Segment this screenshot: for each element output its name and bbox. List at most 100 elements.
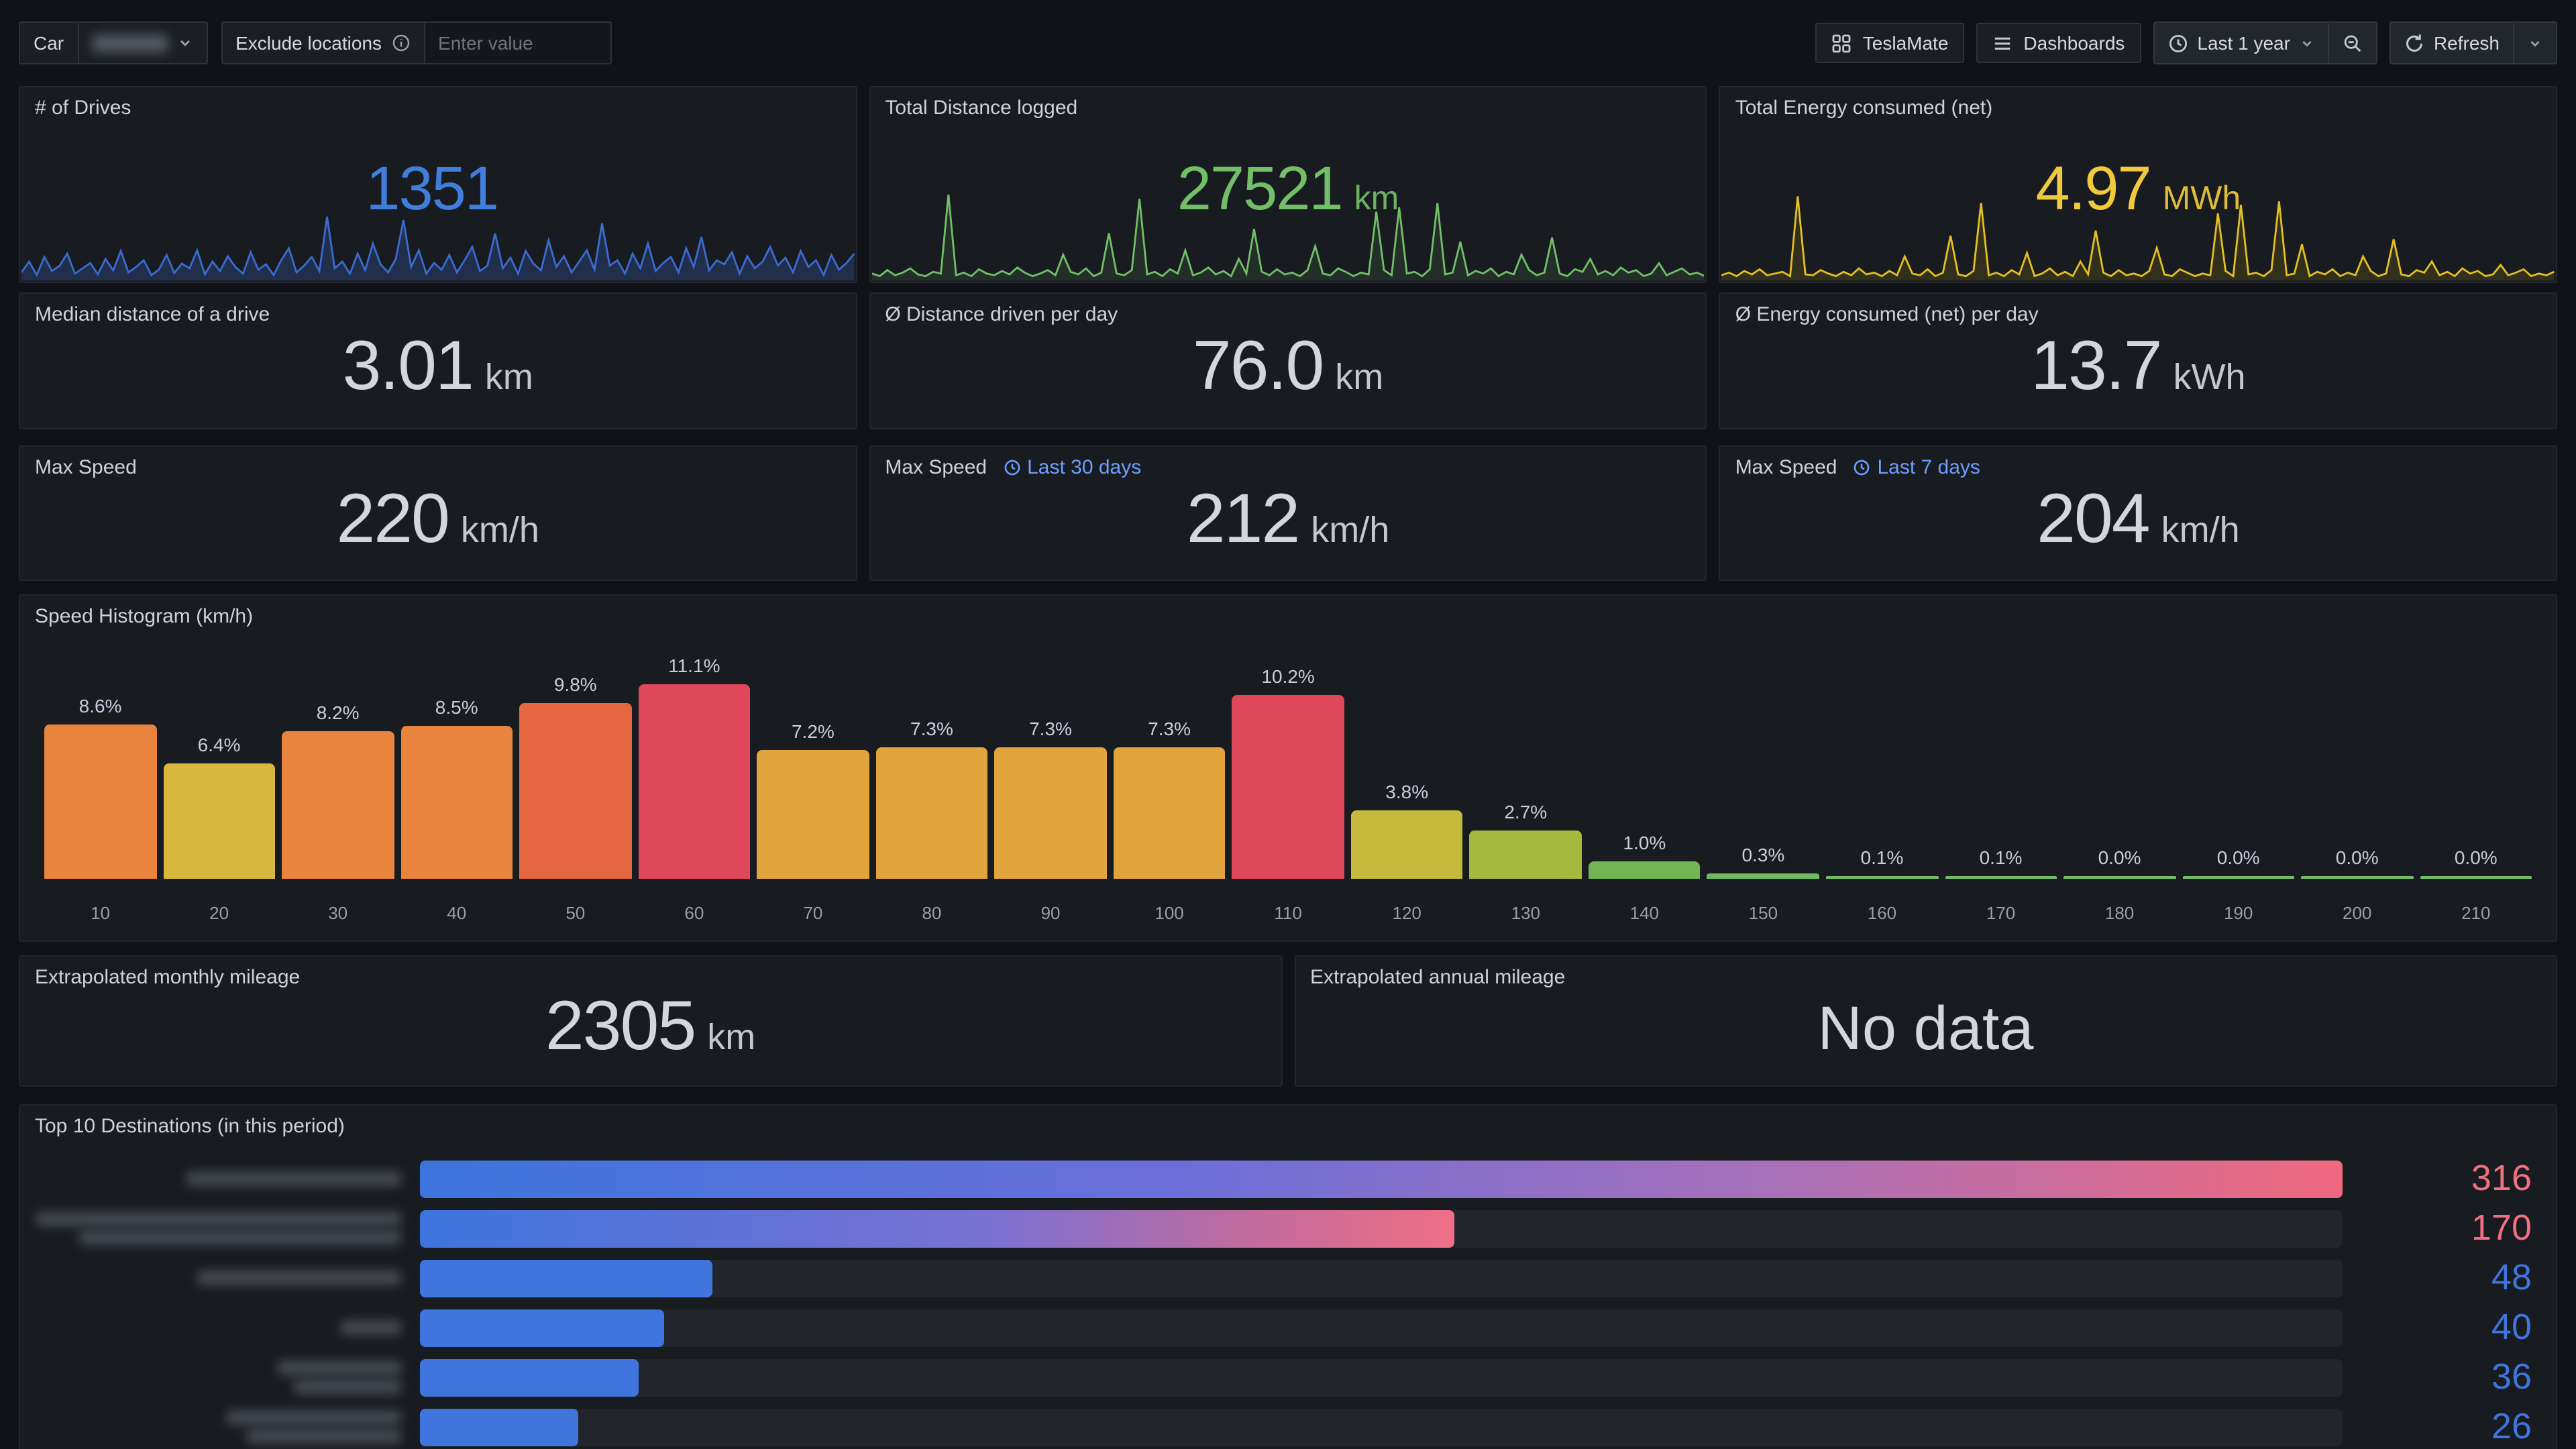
chevron-down-icon — [176, 35, 193, 51]
panel-title: Median distance of a drive — [35, 303, 270, 326]
histogram-x-tick: 160 — [1867, 903, 1897, 923]
histogram-value-label: 7.3% — [1029, 718, 1072, 740]
panel-title: Max Speed — [35, 456, 137, 479]
redacted-text-line — [197, 1271, 401, 1285]
info-circle-icon[interactable] — [391, 34, 410, 52]
histogram-x-tick: 10 — [91, 903, 110, 923]
distance-stat-value: 27521 km — [1177, 153, 1399, 223]
redacted-text-line — [278, 1360, 401, 1375]
energy-per-day-value: 13.7 kWh — [2031, 327, 2246, 405]
histogram-bar — [994, 747, 1107, 879]
last-30-days-link[interactable]: Last 30 days — [1003, 456, 1141, 479]
histogram-value-label: 7.3% — [910, 718, 953, 740]
time-picker-group: Last 1 year — [2153, 21, 2377, 64]
panel-title: Extrapolated monthly mileage — [35, 966, 301, 989]
exclude-locations-input[interactable] — [423, 23, 610, 63]
histogram-value-label: 8.5% — [435, 696, 478, 718]
histogram-slot: 6.4% — [163, 655, 276, 879]
monthly-mileage-value: 2305 km — [545, 987, 756, 1065]
histogram-bar — [1113, 747, 1226, 879]
histogram-slot: 8.2% — [282, 655, 394, 879]
destination-bar — [420, 1160, 2343, 1197]
histogram-value-label: 0.1% — [1860, 847, 1904, 868]
panel-speed-histogram: Speed Histogram (km/h) 8.6% 6.4% 8.2% 8.5% 9… — [19, 594, 2557, 942]
exclude-locations-label: Exclude locations — [222, 23, 423, 63]
panel-title: Top 10 Destinations (in this period) — [35, 1115, 345, 1138]
car-value-redacted — [92, 34, 168, 52]
histogram-bar — [2420, 876, 2532, 879]
dashboards-button[interactable]: Dashboards — [1976, 23, 2141, 63]
destination-count: 36 — [2491, 1356, 2532, 1397]
histogram-bar — [1825, 876, 1938, 879]
histogram-bar — [757, 749, 869, 879]
destination-count: 316 — [2471, 1158, 2532, 1198]
destination-bar-track — [420, 1259, 2343, 1297]
panel-max-speed-7d: Max Speed Last 7 days 204 km/h — [1719, 445, 2558, 581]
histogram-bar — [44, 724, 157, 879]
histogram-bar — [1232, 695, 1344, 879]
destination-bar — [420, 1408, 578, 1446]
panel-title: Max Speed Last 30 days — [885, 456, 1142, 479]
car-variable-dropdown[interactable] — [77, 23, 206, 63]
destination-count: 26 — [2491, 1406, 2532, 1446]
histogram-bar — [875, 747, 988, 879]
max-speed-value: 220 km/h — [336, 480, 539, 558]
teslamate-button[interactable]: TeslaMate — [1815, 23, 1965, 63]
histogram-bar — [2182, 876, 2295, 879]
histogram-slot: 1.0% — [1588, 655, 1701, 879]
histogram-slot: 11.1% — [638, 655, 751, 879]
zoom-out-button[interactable] — [2327, 23, 2376, 63]
refresh-interval-dropdown[interactable] — [2513, 23, 2556, 63]
histogram-x-tick: 100 — [1155, 903, 1184, 923]
histogram-x-tick: 180 — [2104, 903, 2135, 923]
drives-sparkline — [21, 213, 855, 280]
histogram-slot: 7.3% — [994, 655, 1107, 879]
histogram-slot: 0.0% — [2301, 655, 2414, 879]
histogram-slot: 8.6% — [44, 655, 157, 879]
histogram-x-tick: 120 — [1392, 903, 1421, 923]
time-range-picker[interactable]: Last 1 year — [2154, 23, 2328, 63]
histogram-x-tick: 140 — [1629, 903, 1660, 923]
histogram-x-tick: 150 — [1748, 903, 1778, 923]
chevron-down-icon — [2300, 36, 2314, 50]
dashboard-variables-bar: Car Exclude locations — [19, 21, 612, 64]
destination-row: 48 — [34, 1253, 2542, 1303]
clock-icon — [1003, 459, 1020, 476]
dashboard-toolbar: TeslaMate Dashboards Last 1 year — [1815, 21, 2557, 64]
refresh-button[interactable]: Refresh — [2391, 23, 2513, 63]
histogram-bar — [1469, 830, 1582, 879]
destination-count: 40 — [2491, 1307, 2532, 1347]
destination-bar — [420, 1358, 639, 1396]
panel-title: Ø Distance driven per day — [885, 303, 1118, 326]
panel-title: Speed Histogram (km/h) — [35, 605, 254, 628]
panel-title: Extrapolated annual mileage — [1310, 966, 1566, 989]
destination-label-redacted — [34, 1212, 420, 1245]
histogram-slot: 0.1% — [1945, 655, 2057, 879]
histogram-slot: 0.1% — [1825, 655, 1938, 879]
histogram-value-label: 3.8% — [1385, 781, 1429, 803]
destinations-bar-list: 316 170 48 40 36 26 — [34, 1154, 2542, 1449]
histogram-value-label: 0.3% — [1741, 843, 1785, 865]
destination-bar-track — [420, 1408, 2343, 1446]
destination-count: 170 — [2471, 1208, 2532, 1248]
panel-number-of-drives: # of Drives 1351 — [19, 86, 857, 283]
histogram-value-label: 0.0% — [2098, 847, 2141, 868]
histogram-x-tick: 200 — [2343, 903, 2372, 923]
histogram-x-tick: 110 — [1274, 903, 1302, 923]
panel-energy-per-day: Ø Energy consumed (net) per day 13.7 kWh — [1719, 292, 2558, 429]
clock-icon — [1853, 459, 1870, 476]
panel-title: # of Drives — [35, 97, 131, 119]
apps-grid-icon — [1832, 33, 1852, 53]
destination-bar — [420, 1309, 664, 1346]
destination-label-redacted — [34, 1320, 420, 1335]
histogram-value-label: 9.8% — [553, 673, 597, 695]
histogram-slot: 0.0% — [2420, 655, 2532, 879]
car-variable-control[interactable]: Car — [19, 21, 208, 64]
histogram-bar — [1588, 861, 1701, 879]
histogram-bar — [400, 726, 513, 879]
histogram-value-label: 2.7% — [1504, 800, 1548, 822]
panel-max-speed: Max Speed 220 km/h — [19, 445, 857, 581]
histogram-slot: 8.5% — [400, 655, 513, 879]
histogram-value-label: 6.4% — [197, 734, 241, 756]
last-7-days-link[interactable]: Last 7 days — [1853, 456, 1980, 479]
